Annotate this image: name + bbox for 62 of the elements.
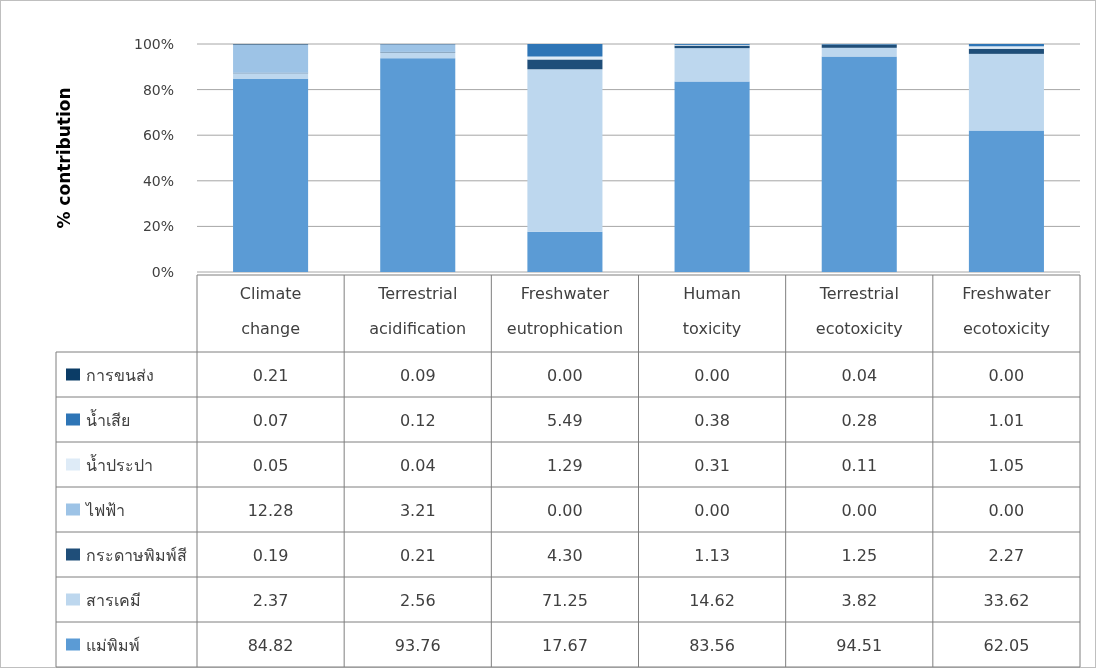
data-label: 33.62 bbox=[983, 590, 1030, 610]
data-label: 0.00 bbox=[841, 500, 878, 520]
data-label: 5.49 bbox=[547, 410, 583, 430]
y-tick-label: 0% bbox=[151, 264, 174, 280]
data-label: 2.27 bbox=[988, 545, 1025, 565]
y-tick-label: 40% bbox=[142, 172, 174, 189]
data-label: 4.30 bbox=[547, 545, 583, 565]
data-label: 94.51 bbox=[836, 635, 883, 655]
data-label: 0.00 bbox=[694, 500, 730, 520]
data-label: 1.05 bbox=[988, 455, 1025, 475]
data-label: 1.01 bbox=[988, 410, 1025, 430]
data-label: 3.82 bbox=[841, 590, 878, 610]
data-label: 62.05 bbox=[983, 635, 1030, 655]
data-label: 1.13 bbox=[694, 545, 730, 565]
data-label: 0.07 bbox=[252, 410, 289, 430]
data-label: 0.00 bbox=[988, 500, 1025, 520]
y-tick-label: 100% bbox=[133, 36, 174, 52]
data-label: 3.21 bbox=[399, 500, 436, 520]
data-label: 84.82 bbox=[247, 635, 294, 655]
data-label: 0.31 bbox=[694, 455, 730, 475]
x-tick-label: Terrestrial ecotoxicity bbox=[815, 284, 903, 338]
data-label: 0.12 bbox=[399, 410, 436, 430]
legend-label: การขนส่ง bbox=[86, 365, 154, 385]
data-label: 93.76 bbox=[394, 635, 441, 655]
data-label: 0.00 bbox=[988, 365, 1025, 385]
legend-label: แม่พิมพ์ bbox=[86, 635, 140, 655]
data-label: 0.00 bbox=[547, 365, 583, 385]
data-label: 0.21 bbox=[252, 365, 289, 385]
data-label: 2.56 bbox=[399, 590, 436, 610]
data-label: 0.04 bbox=[399, 455, 436, 475]
data-label: 0.28 bbox=[841, 410, 878, 430]
data-label: 0.21 bbox=[399, 545, 436, 565]
y-tick-label: 80% bbox=[142, 81, 174, 98]
x-tick-label: Freshwater eutrophication bbox=[506, 284, 624, 338]
data-label: 83.56 bbox=[689, 635, 735, 655]
data-label: 0.05 bbox=[252, 455, 289, 475]
x-tick-label: Terrestrial acidification bbox=[369, 284, 467, 338]
y-tick-label: 20% bbox=[142, 218, 174, 235]
data-label: 1.29 bbox=[547, 455, 583, 475]
data-label: 0.00 bbox=[694, 365, 730, 385]
legend-label: ไฟฟ้า bbox=[84, 500, 125, 520]
x-tick-label: Human toxicity bbox=[682, 284, 742, 338]
data-label: 14.62 bbox=[689, 590, 735, 610]
data-label: 12.28 bbox=[247, 500, 294, 520]
legend-label: น้ำประปา bbox=[86, 453, 153, 475]
legend-label: น้ำเสีย bbox=[86, 408, 130, 430]
legend-label: สารเคมี bbox=[86, 590, 141, 610]
y-tick-label: 60% bbox=[142, 127, 174, 144]
data-label: 17.67 bbox=[542, 635, 588, 655]
x-tick-label: Freshwater ecotoxicity bbox=[962, 284, 1051, 338]
data-label: 2.37 bbox=[252, 590, 289, 610]
data-label: 71.25 bbox=[542, 590, 588, 610]
data-label: 0.04 bbox=[841, 365, 878, 385]
data-label: 0.19 bbox=[252, 545, 289, 565]
x-tick-label: Climate change bbox=[239, 284, 302, 338]
y-axis-title: % contribution bbox=[54, 87, 74, 229]
data-label: 0.09 bbox=[399, 365, 436, 385]
data-label: 0.11 bbox=[841, 455, 878, 475]
data-label: 1.25 bbox=[841, 545, 878, 565]
data-label: 0.38 bbox=[694, 410, 730, 430]
data-label: 0.00 bbox=[547, 500, 583, 520]
legend-label: กระดาษพิมพ์สี bbox=[86, 545, 187, 565]
